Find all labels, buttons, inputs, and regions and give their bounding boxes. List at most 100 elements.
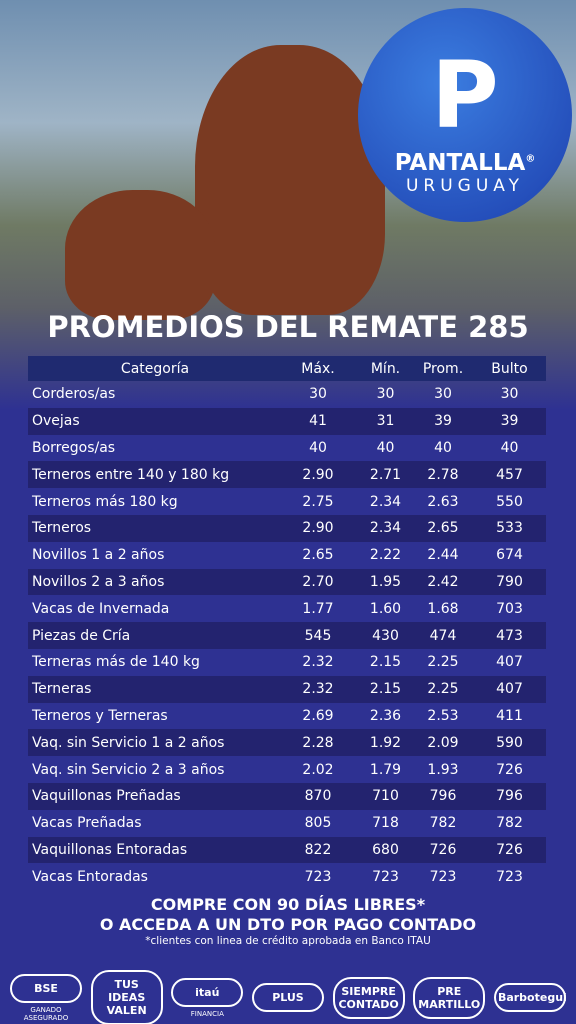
cell: Terneros: [32, 520, 92, 537]
cell: 41: [309, 413, 327, 430]
cell: 726: [496, 841, 523, 858]
cell: 2.22: [369, 547, 402, 564]
cell: 1.95: [369, 573, 402, 590]
sponsor: Barbotegui: [493, 983, 567, 1012]
table-row: Vaquillonas Entoradas 822 680 726 726: [28, 836, 546, 864]
sponsor: PRE MARTILLO: [413, 976, 486, 1019]
cell: Ovejas: [32, 413, 80, 430]
header-cell: Mín.: [370, 360, 401, 377]
cell: Vacas Preñadas: [32, 815, 142, 832]
cell: 796: [496, 788, 523, 805]
header-cell: Prom.: [422, 360, 464, 377]
table-row: Terneros más 180 kg 2.75 2.34 2.63 550: [28, 488, 546, 515]
logo-mark: P: [431, 42, 499, 149]
cell: 550: [496, 493, 523, 510]
table-row: Vaq. sin Servicio 1 a 2 años 2.28 1.92 2.09…: [28, 729, 546, 757]
cell: Piezas de Cría: [32, 627, 131, 644]
cell: 407: [496, 681, 523, 698]
cell: 457: [496, 466, 523, 483]
cell: 2.63: [427, 493, 459, 510]
sponsor-logo: itaú: [171, 977, 244, 1007]
cell: 680: [372, 841, 399, 858]
cell: 2.75: [302, 493, 334, 510]
cell: 723: [429, 868, 457, 885]
cell: 2.44: [427, 547, 459, 564]
cell: 2.25: [427, 654, 459, 671]
table-row: Terneros 2.90 2.34 2.65 533: [28, 514, 546, 542]
cell: 2.15: [369, 654, 402, 671]
calf: [65, 190, 215, 320]
cell: Terneras más de 140 kg: [32, 654, 200, 671]
cell: Vaq. sin Servicio 2 a 3 años: [32, 761, 225, 778]
cell: 674: [496, 547, 523, 564]
cell: 39: [500, 413, 519, 430]
cell: 1.92: [369, 734, 402, 751]
sponsor-logo: PLUS: [251, 983, 324, 1012]
cell: 2.34: [369, 520, 402, 537]
cell: 2.42: [427, 573, 459, 590]
table-row: Corderos/as 30 30 30 30: [28, 381, 546, 408]
cell: 2.25: [427, 681, 459, 698]
table-row: Novillos 2 a 3 años 2.70 1.95 2.42 790: [28, 568, 546, 596]
cell: 473: [496, 627, 523, 644]
cell: Novillos 2 a 3 años: [32, 573, 165, 590]
sponsor-logo: TUS IDEAS VALEN: [90, 970, 163, 1024]
cell: 782: [496, 815, 523, 832]
sponsor-caption: GANADO ASEGURADO: [23, 1005, 69, 1022]
footer-note: *clientes con linea de crédito aprobada …: [145, 935, 431, 947]
cell: 2.65: [302, 547, 334, 564]
header-cell: Bulto: [491, 360, 528, 377]
cell: Vaq. sin Servicio 1 a 2 años: [32, 734, 225, 751]
cell: 40: [500, 439, 519, 456]
cell: 2.32: [302, 654, 334, 671]
cell: 796: [429, 788, 457, 805]
cell: 39: [434, 413, 452, 430]
table-row: Terneras más de 140 kg 2.32 2.15 2.25 407: [28, 649, 546, 676]
cell: 805: [304, 815, 332, 832]
cell: 822: [304, 841, 332, 858]
cell: 2.71: [369, 466, 402, 483]
cell: Vacas de Invernada: [32, 600, 170, 617]
table-row: Vacas Preñadas 805 718 782 782: [28, 810, 546, 837]
header-cell: Máx.: [301, 360, 335, 377]
sponsor-caption: FINANCIA: [190, 1009, 224, 1018]
cell: 474: [429, 627, 457, 644]
cell: Terneros y Terneras: [32, 707, 168, 724]
cell: 40: [434, 439, 452, 456]
cell: 2.34: [369, 493, 402, 510]
sponsor: itaú FINANCIA: [171, 977, 244, 1018]
brand-name: PANTALLA®: [394, 150, 536, 176]
cell: 726: [496, 761, 523, 778]
cell: Terneros más 180 kg: [32, 493, 178, 510]
cell: 31: [376, 413, 395, 430]
sponsor: SIEMPRE CONTADO: [332, 976, 405, 1019]
cell: 790: [496, 573, 523, 590]
table-row: Novillos 1 a 2 años 2.65 2.22 2.44 674: [28, 542, 546, 569]
sponsors: BSE GANADO ASEGURADO TUS IDEAS VALEN itaú FI…: [10, 970, 567, 1024]
cell: 30: [376, 386, 395, 403]
cell: 30: [434, 386, 452, 403]
cell: Terneros entre 140 y 180 kg: [32, 466, 230, 483]
cell: 40: [309, 439, 327, 456]
cow: [195, 45, 385, 315]
cell: 723: [304, 868, 332, 885]
cell: 1.79: [369, 761, 402, 778]
cell: Vaquillonas Entoradas: [32, 841, 188, 858]
table-row: Borregos/as 40 40 40 40: [28, 435, 546, 462]
cell: 2.90: [302, 520, 334, 537]
cell: 2.53: [427, 707, 459, 724]
cell: 2.69: [302, 707, 334, 724]
table-row: Vacas Entoradas 723 723 723 723: [28, 863, 546, 890]
cell: 430: [372, 627, 399, 644]
cell: 2.70: [302, 573, 334, 590]
table-row: Ovejas 41 31 39 39: [28, 407, 546, 435]
sponsor: BSE GANADO ASEGURADO: [10, 973, 82, 1022]
cell: 590: [496, 734, 523, 751]
footer-line: COMPRE CON 90 DÍAS LIBRES*: [150, 895, 426, 914]
brand-logo: P PANTALLA® URUGUAY: [358, 8, 572, 222]
cell: 710: [372, 788, 399, 805]
cell: 411: [496, 707, 523, 724]
cell: 2.32: [302, 681, 334, 698]
brand-sub: URUGUAY: [405, 176, 524, 196]
